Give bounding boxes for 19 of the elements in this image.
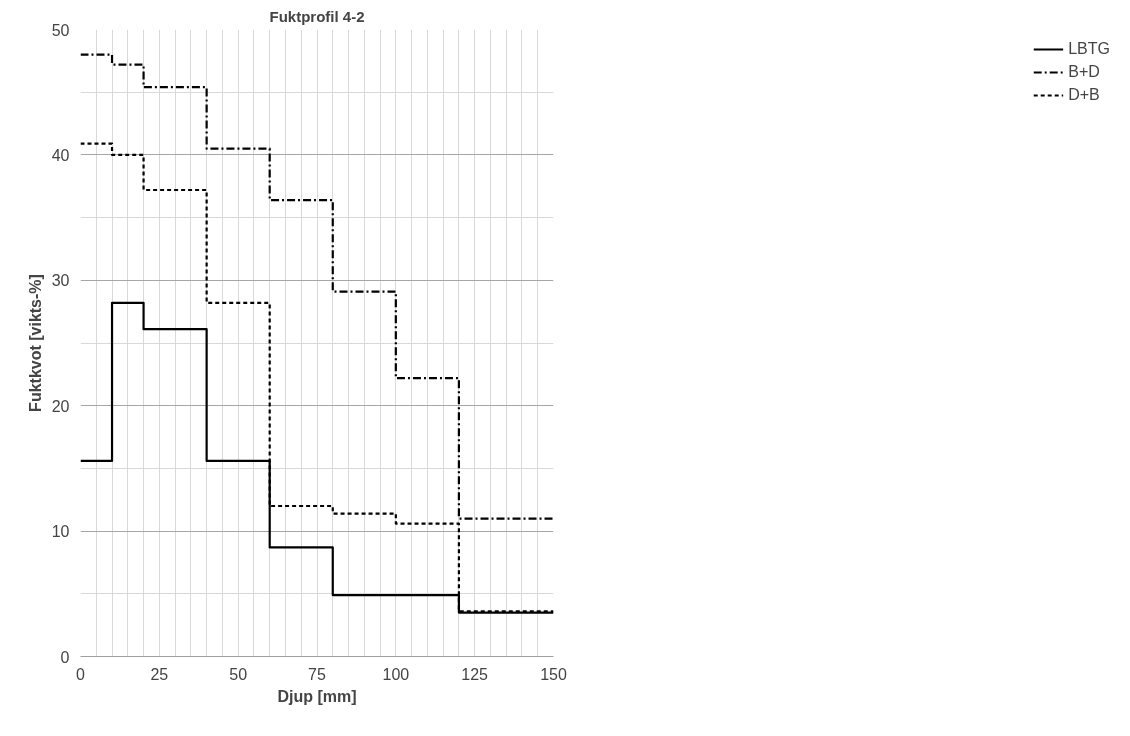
y-tick-label: 40 (51, 146, 70, 164)
legend-label: D+B (1068, 86, 1100, 104)
legend-label: LBTG (1068, 40, 1110, 58)
y-tick-label: 50 (51, 21, 70, 39)
y-tick-label: 20 (51, 397, 70, 415)
legend-label: B+D (1068, 63, 1100, 81)
y-tick-label: 10 (51, 523, 70, 541)
chart-title: Fuktprofil 4-2 (269, 7, 365, 25)
x-tick-label: 25 (150, 665, 169, 683)
x-tick-label: 100 (382, 665, 410, 683)
x-axis-title: Djup [mm] (277, 687, 357, 705)
x-tick-label: 50 (229, 665, 248, 683)
x-tick-label: 75 (308, 665, 326, 683)
y-tick-label: 30 (51, 272, 70, 290)
x-tick-label: 0 (76, 665, 86, 683)
x-tick-label: 125 (461, 665, 489, 683)
y-tick-label: 0 (60, 648, 70, 666)
x-tick-label: 150 (540, 665, 567, 683)
y-axis-title: Fuktkvot [vikts-%] (26, 274, 44, 412)
